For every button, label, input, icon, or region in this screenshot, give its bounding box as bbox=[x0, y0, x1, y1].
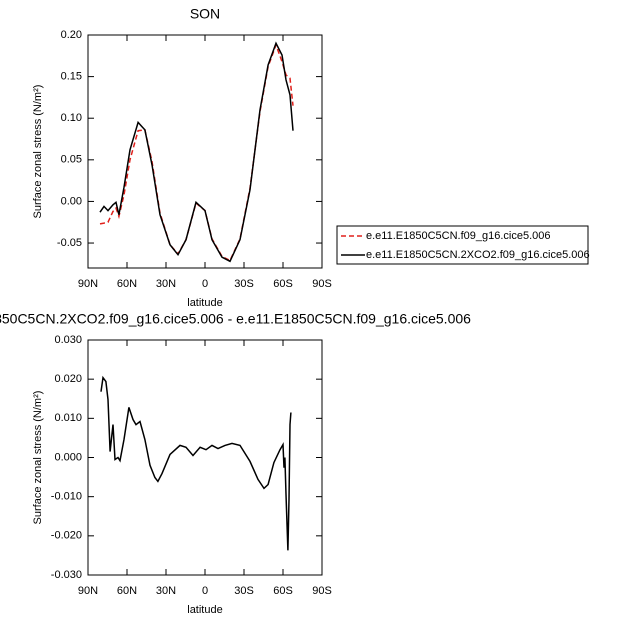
y-tick-label: 0.15 bbox=[61, 71, 82, 83]
y-tick-label: 0.030 bbox=[54, 334, 82, 346]
y-tick-label: 0.10 bbox=[61, 112, 82, 124]
legend-label: e.e11.E1850C5CN.2XCO2.f09_g16.cice5.006 bbox=[366, 249, 590, 261]
y-axis-label: Surface zonal stress (N/m²) bbox=[32, 85, 44, 219]
y-tick-label: 0.010 bbox=[54, 412, 82, 424]
chart-title: e.e11.E1850C5CN.2XCO2.f09_g16.cice5.006 … bbox=[0, 311, 471, 327]
x-tick-label: 60N bbox=[117, 585, 137, 597]
x-tick-label: 30S bbox=[234, 585, 254, 597]
x-tick-label: 90S bbox=[312, 585, 332, 597]
x-tick-label: 90S bbox=[312, 278, 332, 290]
y-axis-label: Surface zonal stress (N/m²) bbox=[32, 391, 44, 525]
x-tick-label: 0 bbox=[202, 278, 208, 290]
y-tick-label: -0.010 bbox=[51, 491, 82, 503]
y-tick-label: 0.20 bbox=[61, 29, 82, 41]
legend-label: e.e11.E1850C5CN.f09_g16.cice5.006 bbox=[366, 230, 551, 242]
x-tick-label: 60S bbox=[273, 278, 293, 290]
y-tick-label: 0.05 bbox=[61, 154, 82, 166]
y-tick-label: 0.00 bbox=[61, 195, 82, 207]
y-tick-label: -0.020 bbox=[51, 530, 82, 542]
x-tick-label: 60S bbox=[273, 585, 293, 597]
x-tick-label: 60N bbox=[117, 278, 137, 290]
y-tick-label: -0.05 bbox=[57, 237, 82, 249]
data-line bbox=[99, 41, 294, 263]
x-axis-label: latitude bbox=[187, 604, 222, 616]
x-tick-label: 30N bbox=[156, 278, 176, 290]
plot-frame bbox=[87, 339, 323, 576]
x-tick-label: 0 bbox=[202, 585, 208, 597]
x-tick-label: 30S bbox=[234, 278, 254, 290]
data-line bbox=[100, 375, 292, 551]
chart-title: SON bbox=[190, 6, 220, 22]
x-tick-label: 90N bbox=[78, 278, 98, 290]
legend-box bbox=[336, 225, 589, 265]
x-axis-label: latitude bbox=[187, 297, 222, 309]
x-tick-label: 30N bbox=[156, 585, 176, 597]
plot-frame bbox=[87, 34, 323, 269]
y-tick-label: -0.030 bbox=[51, 569, 82, 581]
y-tick-label: 0.020 bbox=[54, 373, 82, 385]
x-tick-label: 90N bbox=[78, 585, 98, 597]
y-tick-label: 0.000 bbox=[54, 451, 82, 463]
